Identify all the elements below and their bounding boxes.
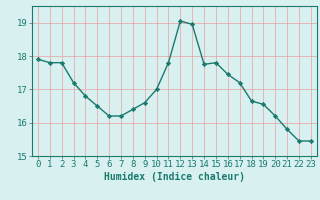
X-axis label: Humidex (Indice chaleur): Humidex (Indice chaleur) [104, 172, 245, 182]
